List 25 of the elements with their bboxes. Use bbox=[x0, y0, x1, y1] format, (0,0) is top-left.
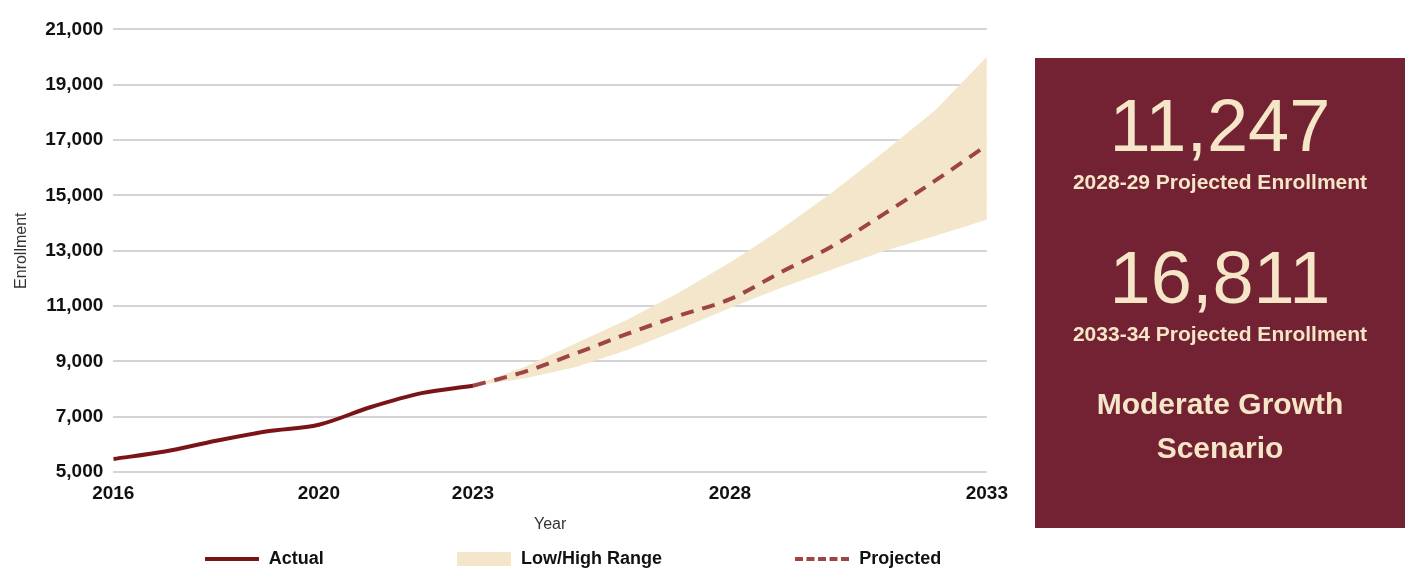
y-tick-label: 17,000 bbox=[45, 128, 104, 150]
y-tick-label: 9,000 bbox=[55, 349, 104, 371]
y-tick-label: 15,000 bbox=[45, 183, 104, 205]
y-tick-label: 7,000 bbox=[55, 404, 104, 426]
x-tick-label: 2033 bbox=[965, 481, 1009, 503]
legend-label: Projected bbox=[859, 548, 942, 569]
x-tick-label: 2020 bbox=[297, 481, 340, 503]
y-tick-label: 13,000 bbox=[45, 238, 104, 260]
text: Moderate Growth Scenario bbox=[1095, 386, 1345, 466]
text: Low/High Range bbox=[520, 548, 662, 569]
text: 2028-29 Projected Enrollment bbox=[1071, 170, 1369, 194]
y-tick-label: 21,000 bbox=[45, 17, 104, 39]
x-tick-label: 2016 bbox=[92, 481, 135, 503]
text: 2033-34 Projected Enrollment bbox=[1071, 322, 1369, 346]
line-series bbox=[113, 383, 476, 461]
y-tick-label: 5,000 bbox=[55, 460, 104, 482]
x-axis-title: Year bbox=[533, 514, 567, 532]
y-tick-label: 19,000 bbox=[45, 72, 104, 94]
x-tick-label: 2023 bbox=[451, 481, 495, 503]
legend-label: Actual bbox=[268, 548, 324, 569]
y-tick-label: 11,000 bbox=[46, 294, 104, 316]
x-tick-label: 2028 bbox=[708, 481, 752, 503]
text: 16,811 bbox=[1108, 236, 1332, 319]
text: 11,247 bbox=[1108, 84, 1332, 167]
y-axis-title: Enrollment bbox=[12, 211, 30, 289]
